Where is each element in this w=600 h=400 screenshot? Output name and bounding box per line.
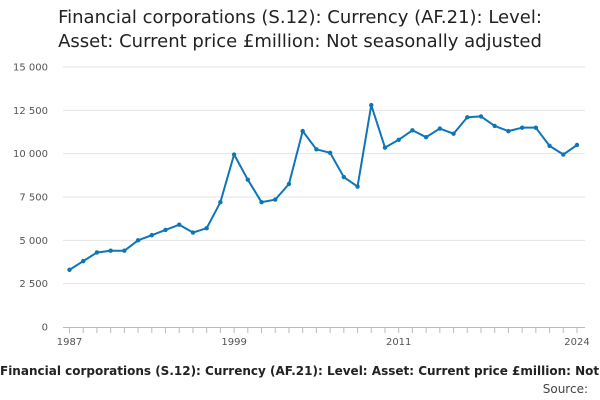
data-point[interactable] bbox=[286, 181, 292, 187]
data-point[interactable] bbox=[149, 232, 154, 238]
data-point[interactable] bbox=[273, 197, 278, 202]
data-point[interactable] bbox=[506, 128, 511, 134]
x-tick-label: 2024 bbox=[564, 337, 589, 348]
source-label: Source: bbox=[542, 382, 588, 396]
data-point[interactable] bbox=[135, 238, 141, 243]
data-point[interactable] bbox=[561, 152, 566, 157]
gridlines bbox=[63, 66, 585, 285]
x-tick-label: 2011 bbox=[386, 337, 411, 348]
data-point[interactable] bbox=[177, 222, 182, 227]
data-point[interactable] bbox=[396, 137, 401, 142]
data-point[interactable] bbox=[369, 102, 374, 108]
data-point[interactable] bbox=[163, 227, 168, 233]
data-point[interactable] bbox=[245, 177, 251, 182]
data-point[interactable] bbox=[204, 226, 209, 231]
data-point[interactable] bbox=[94, 250, 100, 255]
data-point[interactable] bbox=[341, 174, 347, 180]
x-tick-label: 1999 bbox=[221, 337, 246, 348]
y-tick-label: 15 000 bbox=[13, 63, 48, 74]
plot-area bbox=[67, 102, 580, 272]
data-point[interactable] bbox=[122, 248, 127, 253]
data-point[interactable] bbox=[478, 114, 484, 119]
data-point[interactable] bbox=[519, 125, 525, 130]
data-point[interactable] bbox=[451, 131, 456, 136]
y-tick-label: 5 000 bbox=[19, 236, 48, 247]
data-point[interactable] bbox=[81, 258, 86, 264]
chart-title-line-2: Asset: Current price £million: Not seaso… bbox=[58, 31, 542, 52]
x-axis-label: Financial corporations (S.12): Currency … bbox=[0, 364, 600, 378]
data-point[interactable] bbox=[437, 126, 443, 131]
chart-title-line-1: Financial corporations (S.12): Currency … bbox=[58, 7, 542, 28]
data-point[interactable] bbox=[218, 200, 223, 205]
data-point[interactable] bbox=[382, 145, 388, 150]
data-point[interactable] bbox=[190, 230, 196, 235]
data-point[interactable] bbox=[327, 150, 333, 155]
y-axis: 0 2 500 5 000 7 500 10 000 12 500 15 000 bbox=[13, 63, 48, 334]
y-tick-label: 10 000 bbox=[13, 149, 48, 160]
y-tick-label: 12 500 bbox=[13, 106, 48, 117]
y-tick-label: 7 500 bbox=[19, 193, 48, 204]
data-point[interactable] bbox=[574, 142, 580, 148]
data-point[interactable] bbox=[108, 248, 113, 253]
data-point[interactable] bbox=[355, 184, 360, 189]
data-point[interactable] bbox=[410, 128, 415, 133]
data-point[interactable] bbox=[300, 128, 305, 134]
data-point[interactable] bbox=[314, 147, 319, 152]
data-point[interactable] bbox=[423, 135, 429, 140]
series-line bbox=[68, 104, 578, 271]
y-tick-label: 0 bbox=[42, 323, 48, 334]
data-point[interactable] bbox=[67, 267, 72, 272]
chart-title: Financial corporations (S.12): Currency … bbox=[0, 6, 600, 54]
data-point[interactable] bbox=[259, 200, 264, 205]
data-point[interactable] bbox=[533, 125, 539, 130]
y-tick-label: 2 500 bbox=[19, 279, 48, 290]
x-axis: 1987 1999 2011 2024 bbox=[57, 327, 590, 348]
data-point[interactable] bbox=[231, 152, 237, 157]
data-point[interactable] bbox=[492, 123, 497, 129]
data-point[interactable] bbox=[465, 115, 470, 120]
x-tick-label: 1987 bbox=[57, 337, 82, 348]
data-point[interactable] bbox=[547, 143, 552, 149]
